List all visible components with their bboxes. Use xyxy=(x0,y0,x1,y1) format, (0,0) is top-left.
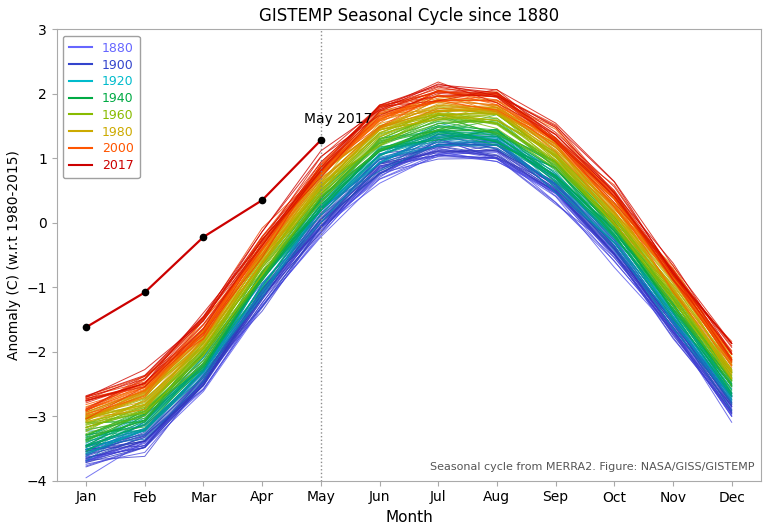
Legend: 1880, 1900, 1920, 1940, 1960, 1980, 2000, 2017: 1880, 1900, 1920, 1940, 1960, 1980, 2000… xyxy=(63,36,140,178)
Title: GISTEMP Seasonal Cycle since 1880: GISTEMP Seasonal Cycle since 1880 xyxy=(259,7,559,25)
Y-axis label: Anomaly (C) (w.r.t 1980-2015): Anomaly (C) (w.r.t 1980-2015) xyxy=(7,150,21,360)
Text: Seasonal cycle from MERRA2. Figure: NASA/GISS/GISTEMP: Seasonal cycle from MERRA2. Figure: NASA… xyxy=(429,462,754,472)
Text: May 2017: May 2017 xyxy=(304,112,372,126)
X-axis label: Month: Month xyxy=(385,510,432,525)
